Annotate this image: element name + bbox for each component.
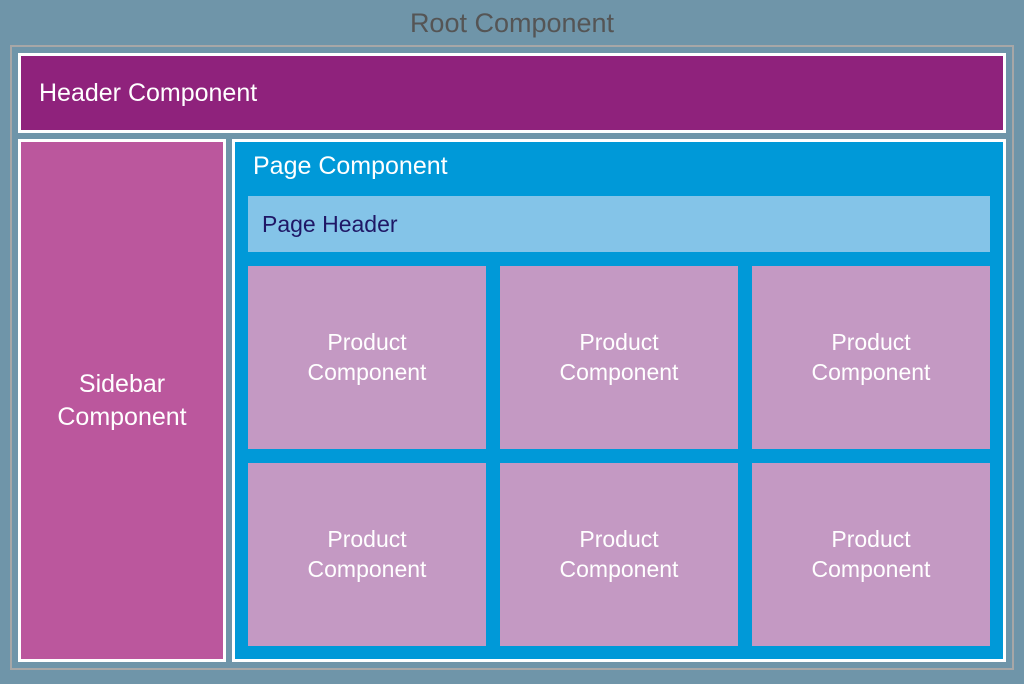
product-label: ProductComponent bbox=[560, 525, 679, 585]
product-grid: ProductComponent ProductComponent Produc… bbox=[247, 265, 991, 647]
sidebar-label: SidebarComponent bbox=[57, 368, 186, 433]
page-header: Page Header bbox=[247, 195, 991, 253]
body-row: SidebarComponent Page Component Page Hea… bbox=[18, 139, 1006, 662]
product-component: ProductComponent bbox=[751, 462, 991, 647]
page-header-label: Page Header bbox=[262, 211, 398, 238]
product-label: ProductComponent bbox=[812, 525, 931, 585]
product-label: ProductComponent bbox=[560, 328, 679, 388]
product-component: ProductComponent bbox=[751, 265, 991, 450]
sidebar-component: SidebarComponent bbox=[18, 139, 226, 662]
header-label: Header Component bbox=[39, 79, 257, 108]
root-component: Root Component Header Component SidebarC… bbox=[0, 0, 1024, 684]
product-component: ProductComponent bbox=[499, 462, 739, 647]
product-component: ProductComponent bbox=[247, 462, 487, 647]
root-title: Root Component bbox=[410, 8, 614, 39]
root-box: Header Component SidebarComponent Page C… bbox=[10, 45, 1014, 670]
product-label: ProductComponent bbox=[308, 328, 427, 388]
page-component: Page Component Page Header ProductCompon… bbox=[232, 139, 1006, 662]
product-component: ProductComponent bbox=[247, 265, 487, 450]
page-title: Page Component bbox=[247, 142, 991, 195]
header-component: Header Component bbox=[18, 53, 1006, 133]
product-label: ProductComponent bbox=[812, 328, 931, 388]
product-component: ProductComponent bbox=[499, 265, 739, 450]
product-label: ProductComponent bbox=[308, 525, 427, 585]
